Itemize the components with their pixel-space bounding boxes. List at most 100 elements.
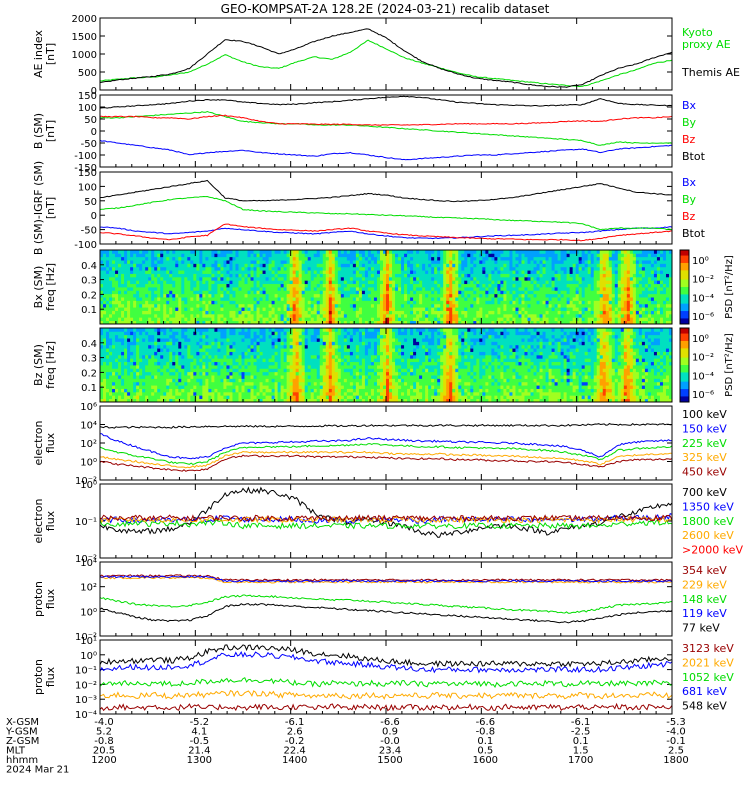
spectrogram-cell xyxy=(476,253,480,258)
spectrogram-cell xyxy=(569,317,574,322)
spectrogram-cell xyxy=(190,293,194,298)
spectrogram-cell xyxy=(172,313,176,318)
spectrogram-cell xyxy=(614,293,619,298)
spectrogram-cell xyxy=(419,297,423,301)
spectrogram-cell xyxy=(620,303,625,308)
spectrogram-cell xyxy=(133,310,137,315)
spectrogram-cell xyxy=(614,297,619,301)
spectrogram-cell xyxy=(187,290,191,295)
spectrogram-cell xyxy=(106,398,110,403)
spectrogram-cell xyxy=(244,300,248,305)
spectrogram-cell xyxy=(635,260,640,264)
spectrogram-cell xyxy=(280,260,285,264)
spectrogram-cell xyxy=(548,310,552,315)
spectrogram-cell xyxy=(530,293,534,298)
spectrogram-cell xyxy=(139,297,143,301)
spectrogram-cell xyxy=(367,273,372,278)
spectrogram-cell xyxy=(379,300,384,305)
spectrogram-cell xyxy=(151,395,155,400)
spectrogram-cell xyxy=(581,256,586,261)
spectrogram-cell xyxy=(506,300,510,305)
spectrogram-cell xyxy=(602,293,607,298)
spectrogram-cell xyxy=(118,313,122,318)
ytick-label: 1500 xyxy=(72,32,97,43)
spectrogram-cell xyxy=(313,313,318,318)
spectrogram-cell xyxy=(118,395,122,400)
spectrogram-cell xyxy=(142,365,146,369)
spectrogram-cell xyxy=(127,290,131,295)
spectrogram-cell xyxy=(509,280,513,285)
spectrogram-cell xyxy=(196,313,200,318)
spectrogram-cell xyxy=(584,297,589,301)
spectrogram-cell xyxy=(653,256,658,261)
spectrogram-cell xyxy=(136,293,140,298)
spectrogram-cell xyxy=(575,290,580,295)
spectrogram-cell xyxy=(647,283,652,288)
spectrogram-cell xyxy=(608,313,613,318)
spectrogram-cell xyxy=(331,250,336,254)
spectrogram-cell xyxy=(250,250,254,254)
spectrogram-cell xyxy=(569,313,574,318)
panel-ylabel: B (SM)-IGRF (SM) xyxy=(32,161,45,255)
spectrogram-cell xyxy=(112,300,116,305)
spectrogram-cell xyxy=(560,313,565,318)
spectrogram-cell xyxy=(130,341,134,346)
spectrogram-cell xyxy=(370,307,375,311)
spectrogram-cell xyxy=(313,276,318,281)
spectrogram-cell xyxy=(340,266,345,271)
spectrogram-cell xyxy=(253,280,257,285)
spectrogram-cell xyxy=(599,313,604,318)
spectrogram-cell xyxy=(160,375,164,379)
spectrogram-cell xyxy=(112,378,116,383)
spectrogram-cell xyxy=(584,303,589,308)
spectrogram-cell xyxy=(172,253,176,258)
spectrogram-cell xyxy=(151,358,155,363)
spectrogram-cell xyxy=(319,310,324,315)
spectrogram-cell xyxy=(569,280,574,285)
spectrogram-cell xyxy=(169,310,173,315)
spectrogram-cell xyxy=(211,310,215,315)
spectrogram-cell xyxy=(115,351,119,356)
spectrogram-cell xyxy=(608,260,613,264)
spectrogram-cell xyxy=(238,253,242,258)
spectrogram-cell xyxy=(190,263,194,268)
spectrogram-cell xyxy=(656,313,661,318)
spectrogram-cell xyxy=(512,266,516,271)
spectrogram-cell xyxy=(205,313,209,318)
spectrogram-cell xyxy=(208,300,212,305)
spectrogram-cell xyxy=(482,280,486,285)
spectrogram-cell xyxy=(401,300,405,305)
spectrogram-cell xyxy=(608,280,613,285)
spectrogram-cell xyxy=(437,276,441,281)
spectrogram-cell xyxy=(187,253,191,258)
spectrogram-cell xyxy=(575,300,580,305)
colorbar-step xyxy=(680,309,689,312)
spectrogram-cell xyxy=(458,250,462,254)
spectrogram-cell xyxy=(473,307,477,311)
spectrogram-cell xyxy=(656,276,661,281)
spectrogram-cell xyxy=(202,297,206,301)
spectrogram-cell xyxy=(413,270,417,274)
spectrogram-cell xyxy=(632,293,637,298)
spectrogram-cell xyxy=(473,276,477,281)
spectrogram-cell xyxy=(187,310,191,315)
spectrogram-cell xyxy=(256,283,260,288)
spectrogram-cell xyxy=(145,334,149,339)
colorbar-step xyxy=(680,296,689,299)
spectrogram-cell xyxy=(629,297,634,301)
spectrogram-cell xyxy=(488,270,492,274)
spectrogram-cell xyxy=(124,317,128,322)
spectrogram-cell xyxy=(229,280,233,285)
spectrogram-cell xyxy=(524,287,528,291)
spectrogram-cell xyxy=(334,273,339,278)
spectrogram-cell xyxy=(160,328,164,332)
spectrogram-cell xyxy=(169,320,173,325)
spectrogram-cell xyxy=(464,280,468,285)
spectrogram-cell xyxy=(449,253,453,258)
spectrogram-cell xyxy=(292,260,297,264)
spectrogram-cell xyxy=(133,320,137,325)
spectrogram-cell xyxy=(425,293,429,298)
spectrogram-cell xyxy=(334,307,339,311)
spectrogram-cell xyxy=(166,280,170,285)
spectrogram-cell xyxy=(659,270,664,274)
